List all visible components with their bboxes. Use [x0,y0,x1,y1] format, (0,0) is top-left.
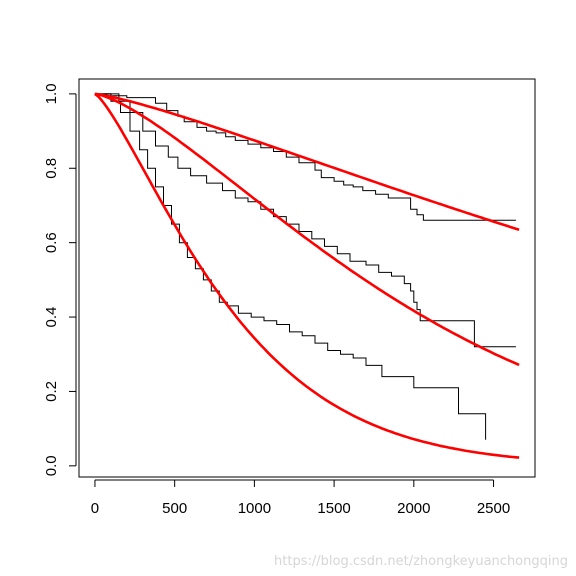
x-tick-label: 2000 [397,500,430,517]
y-axis: 0.0 0.2 0.4 0.6 0.8 1.0 [43,83,77,476]
x-tick-label: 1500 [317,500,350,517]
y-tick-label: 0.4 [43,307,60,328]
km-step-series-2 [94,93,516,348]
y-tick-label: 0.6 [43,232,60,253]
km-step-series-1 [94,93,516,221]
x-tick-label: 2500 [477,500,510,517]
y-tick-label: 1.0 [43,83,60,104]
km-step-series-3 [94,93,487,440]
plot-frame [78,78,536,478]
x-tick-label: 0 [91,500,99,517]
x-tick-label: 500 [162,500,187,517]
fitted-curve-3 [94,92,520,459]
x-axis: 0 500 1000 1500 2000 2500 [91,479,510,517]
x-tick-label: 1000 [238,500,271,517]
fitted-curve-2 [94,92,520,367]
watermark-text: https://blog.csdn.net/zhongkeyuanchongqi… [274,554,568,569]
fitted-curve-1 [94,92,520,231]
series-layer [94,92,520,459]
y-tick-label: 0.8 [43,158,60,179]
y-tick-label: 0.2 [43,381,60,402]
y-tick-label: 0.0 [43,455,60,476]
